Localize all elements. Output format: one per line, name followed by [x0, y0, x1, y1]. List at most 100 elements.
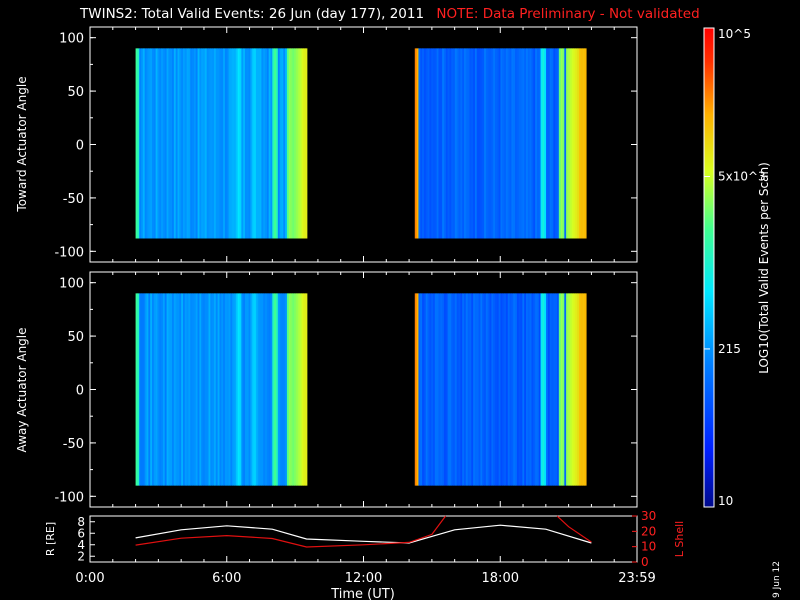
heatmap-cell-column [442, 293, 445, 486]
heatmap-cell-column [580, 293, 583, 486]
heatmap-cell-column [507, 48, 510, 239]
heatmap-cell-column [440, 48, 443, 239]
heatmap-cell-column [208, 48, 211, 239]
heatmap-cell-column [223, 293, 226, 486]
heatmap-cell-column [241, 293, 244, 486]
heatmap-cell-column [433, 48, 436, 239]
heatmap-cell-column [476, 293, 479, 486]
heatmap-cell-column [569, 293, 572, 486]
heatmap-cell-column [190, 48, 193, 239]
heatmap-cell-column [414, 293, 417, 486]
heatmap-cell-column [141, 48, 144, 239]
heatmap-cell-column [272, 293, 275, 486]
heatmap-cell-column [447, 293, 450, 486]
heatmap-cell-column [454, 293, 458, 486]
heatmap-cell-column [201, 293, 204, 486]
plot-title-text: TWINS2: Total Valid Events: 26 Jun (day … [80, 6, 425, 22]
heatmap-cell-column [239, 293, 242, 486]
heatmap-cell-column [418, 293, 421, 486]
heatmap-cell-column [144, 48, 147, 239]
heatmap-cell-column [531, 293, 534, 486]
heatmap-cell-column [296, 48, 299, 239]
colorbar-tick-label: 10^5 [718, 27, 751, 41]
heatmap-cell-column [496, 48, 500, 239]
heatmap-cell-column [299, 48, 302, 239]
heatmap-cell-column [186, 48, 189, 239]
heatmap-cell-column [582, 293, 585, 486]
heatmap-cell-column [243, 293, 246, 486]
heatmap-cell-column [303, 48, 306, 239]
heatmap-cell-column [164, 293, 167, 486]
heatmap-cell-column [234, 48, 237, 239]
heatmap-cell-column [495, 48, 498, 239]
heatmap-cell-column [575, 48, 578, 239]
heatmap-cell-column [524, 48, 527, 239]
heatmap-cell-column [564, 48, 567, 239]
heatmap-cell-column [204, 293, 208, 486]
heatmap-cell-column [560, 48, 563, 239]
heatmap-cell-column [301, 293, 304, 486]
heatmap-cell-column [244, 293, 248, 486]
heatmap-cell-column [473, 293, 476, 486]
heatmap-cell-column [213, 48, 217, 239]
lshell-series-line [556, 515, 592, 543]
heatmap-cell-column [137, 293, 140, 486]
heatmap-cell-column [215, 48, 219, 239]
heatmap-cell-column [254, 293, 257, 486]
heatmap-cell-column [206, 293, 209, 486]
heatmap-cell-column [234, 293, 237, 486]
heatmap-cell-column [536, 48, 540, 239]
away-heatmap-panel: 100 50 0 -50 -100 Away Actuator Angle [15, 271, 638, 508]
heatmap-cell-column [135, 293, 138, 486]
heatmap-cell-column [224, 48, 228, 239]
toward-heatmap-cells [135, 48, 587, 239]
heatmap-cell-column [204, 48, 208, 239]
heatmap-cell-column [458, 293, 461, 486]
heatmap-cell-column [266, 293, 270, 486]
toward-y-axis: 100 50 0 -50 -100 [54, 27, 638, 262]
heatmap-cell-column [277, 48, 281, 239]
lshell-tick-label: 20 [641, 524, 656, 538]
heatmap-cell-column [193, 48, 197, 239]
heatmap-cell-column [443, 48, 447, 239]
heatmap-cell-column [173, 48, 177, 239]
heatmap-cell-column [270, 48, 273, 239]
heatmap-cell-column [232, 293, 235, 486]
heatmap-cell-column [155, 48, 158, 239]
x-tick-label: 12:00 [345, 571, 382, 586]
heatmap-cell-column [237, 293, 240, 486]
heatmap-cell-column [502, 293, 505, 486]
heatmap-cell-column [274, 293, 277, 486]
x-tick-label: 18:00 [482, 571, 519, 586]
heatmap-cell-column [257, 293, 260, 486]
heatmap-cell-column [453, 293, 456, 486]
heatmap-cell-column [493, 48, 496, 239]
heatmap-cell-column [500, 293, 503, 486]
heatmap-cell-column [274, 48, 277, 239]
heatmap-cell-column [558, 293, 562, 486]
heatmap-cell-column [467, 48, 470, 239]
heatmap-cell-column [569, 48, 572, 239]
heatmap-cell-column [182, 48, 186, 239]
heatmap-cell-column [438, 293, 441, 486]
heatmap-cell-column [150, 293, 153, 486]
heatmap-cell-column [422, 48, 425, 239]
heatmap-cell-column [285, 48, 288, 239]
heatmap-cell-column [166, 48, 169, 239]
heatmap-cell-column [493, 293, 496, 486]
heatmap-cell-column [571, 48, 574, 239]
heatmap-cell-column [449, 293, 452, 486]
heatmap-cell-column [212, 48, 215, 239]
heatmap-cell-column [228, 293, 231, 486]
heatmap-cell-column [458, 48, 461, 239]
heatmap-cell-column [436, 48, 439, 239]
heatmap-cell-column [429, 293, 432, 486]
lshell-series-line [135, 515, 447, 548]
heatmap-cell-column [540, 48, 543, 239]
heatmap-cell-column [480, 293, 483, 486]
y-tick-label: 100 [59, 32, 84, 47]
heatmap-cell-column [436, 293, 439, 486]
heatmap-cell-column [146, 293, 149, 486]
